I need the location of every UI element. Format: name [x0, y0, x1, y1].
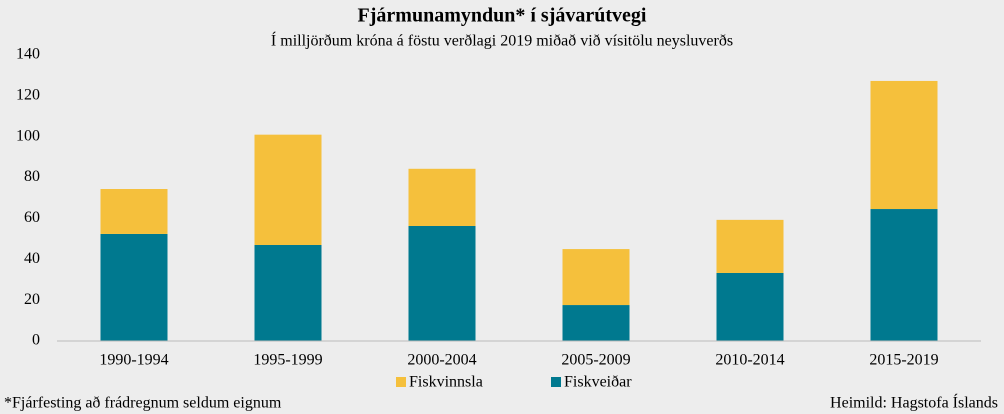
- bar-segment: [100, 189, 168, 234]
- chart-subtitle: Í milljörðum króna á föstu verðlagi 2019…: [271, 31, 733, 50]
- y-tick-label: 40: [24, 250, 40, 267]
- y-tick-label: 0: [32, 332, 40, 349]
- bar-segment: [716, 219, 784, 273]
- bar-segment: [562, 305, 630, 341]
- bar-segment: [562, 249, 630, 306]
- legend-label: Fiskvinnsla: [409, 374, 483, 391]
- legend-label: Fiskveiðar: [564, 374, 632, 391]
- y-tick-label: 80: [24, 168, 40, 185]
- chart-title: Fjármunamyndun* í sjávarútvegi: [358, 5, 647, 27]
- legend-swatch: [396, 377, 406, 387]
- x-tick-label: 2005-2009: [561, 352, 630, 369]
- y-tick-label: 120: [16, 87, 40, 104]
- y-tick-label: 60: [24, 209, 40, 226]
- x-tick-label: 2015-2019: [869, 352, 938, 369]
- bar-segment: [100, 233, 168, 341]
- x-tick-label: 1995-1999: [253, 352, 322, 369]
- bar-segment: [408, 168, 476, 226]
- bar-segment: [870, 80, 938, 210]
- y-tick-label: 20: [24, 291, 40, 308]
- x-tick-label: 2000-2004: [407, 352, 476, 369]
- x-tick-label: 1990-1994: [99, 352, 168, 369]
- footnote: *Fjárfesting að frádregnum seldum eignum: [4, 395, 282, 412]
- y-tick-label: 140: [16, 46, 40, 63]
- y-tick-label: 100: [16, 127, 40, 144]
- bar-segment: [716, 272, 784, 341]
- x-tick-label: 2010-2014: [715, 352, 784, 369]
- bar-segment: [254, 244, 322, 341]
- legend-swatch: [551, 377, 561, 387]
- bar-segment: [870, 209, 938, 341]
- bar-segment: [254, 134, 322, 245]
- bar-segment: [408, 225, 476, 341]
- source: Heimild: Hagstofa Íslands: [830, 393, 998, 412]
